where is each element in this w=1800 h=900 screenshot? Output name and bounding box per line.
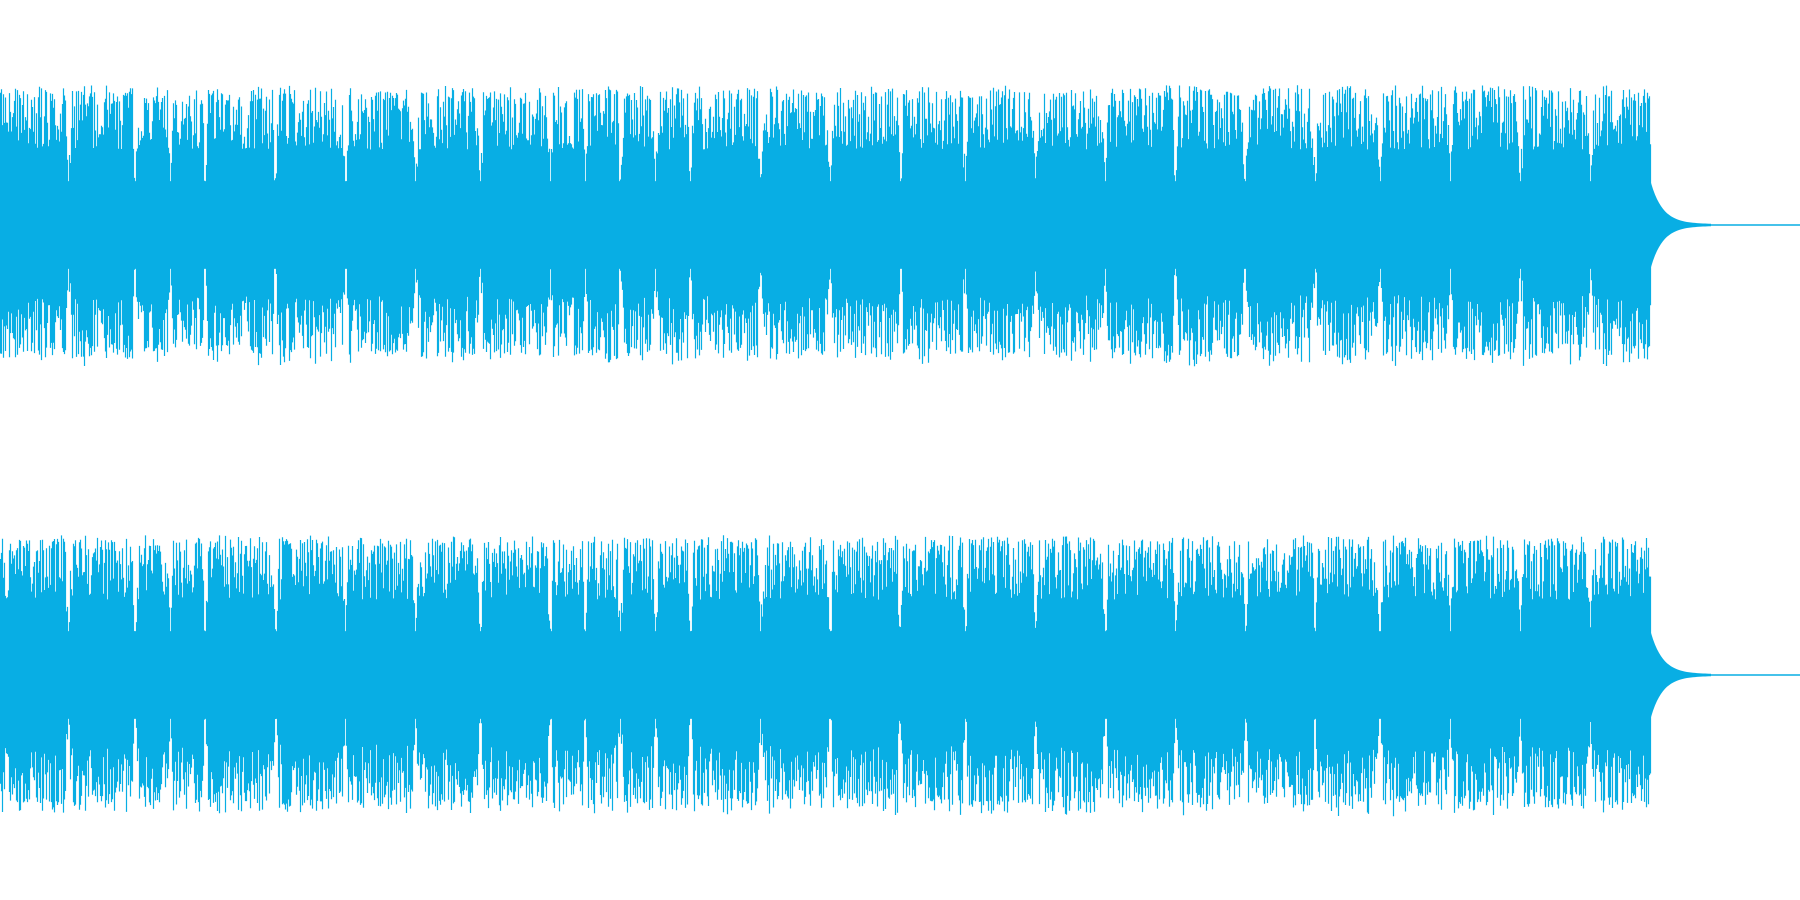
waveform-channel-1 [0,85,1800,367]
waveform-channel-2 [0,535,1800,817]
waveform-decay-tail [1651,182,1711,268]
waveform-decay-tail [1651,632,1711,718]
waveform-core [0,181,1651,269]
waveform-core [0,631,1651,719]
